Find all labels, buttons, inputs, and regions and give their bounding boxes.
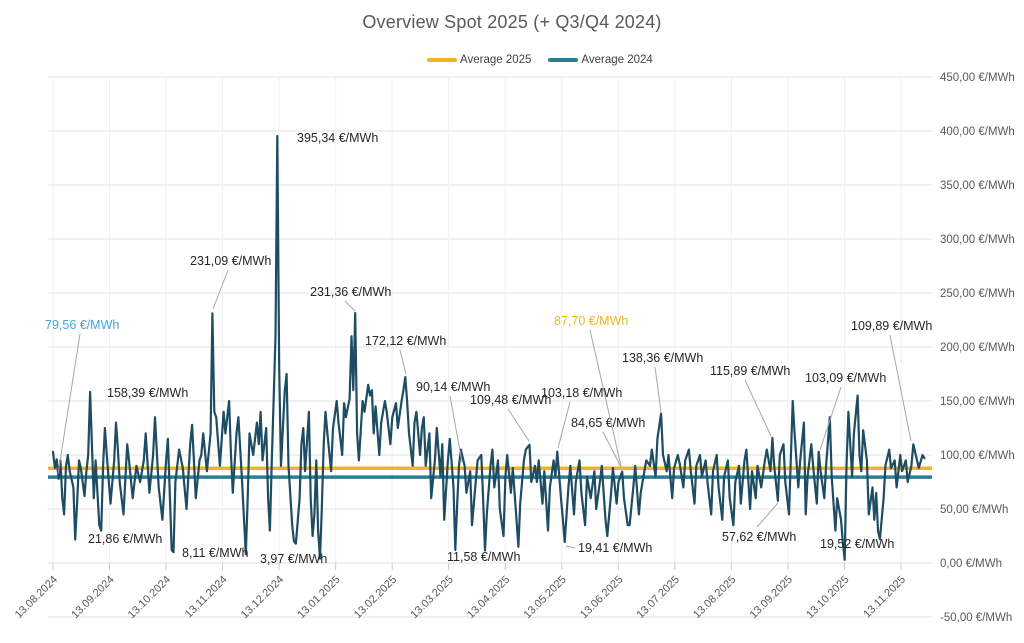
annotation-value-label: 109,89 €/MWh xyxy=(851,319,932,333)
annotation-value-label: 57,62 €/MWh xyxy=(722,530,796,544)
y-axis-label: 250,00 €/MWh xyxy=(940,288,1015,300)
x-axis-label: 13.10.2024 xyxy=(126,574,173,621)
annotation-leader-line xyxy=(654,366,662,413)
annotation-leader-line xyxy=(57,333,81,475)
y-axis-label: 100,00 €/MWh xyxy=(940,450,1015,462)
annotation-leader-line xyxy=(744,379,772,437)
average-2024-line-swatch xyxy=(548,58,579,62)
y-axis-label: 50,00 €/MWh xyxy=(940,504,1008,516)
x-axis-label: 13.11.2024 xyxy=(183,574,230,621)
annotation-value-label: 19,41 €/MWh xyxy=(578,541,652,555)
annotation-leader-line xyxy=(212,269,229,310)
annotation-leader-line xyxy=(344,300,356,312)
annotation-value-label: 109,48 €/MWh xyxy=(470,393,551,407)
annotation-leader-line xyxy=(449,395,463,463)
legend-item-average-2025: Average 2025 xyxy=(427,54,531,66)
y-axis-label: 150,00 €/MWh xyxy=(940,396,1015,408)
legend-label-average-2024: Average 2024 xyxy=(581,54,653,66)
annotation-leader-line xyxy=(819,386,842,451)
annotation-value-label: 395,34 €/MWh xyxy=(297,131,378,145)
x-axis-label: 13.10.2025 xyxy=(804,574,851,621)
average-2025-line-swatch xyxy=(427,58,457,62)
annotation-value-label: 3,97 €/MWh xyxy=(260,552,327,566)
chart-legend: Average 2025 Average 2024 xyxy=(427,54,653,66)
annotation-leader-line xyxy=(565,545,576,549)
annotation-value-label: 90,14 €/MWh xyxy=(416,380,490,394)
annotation-value-label: 79,56 €/MWh xyxy=(45,318,119,332)
x-axis-label: 13.06.2025 xyxy=(578,574,625,621)
y-axis-label: 200,00 €/MWh xyxy=(940,342,1015,354)
x-axis-label: 13.01.2025 xyxy=(295,574,342,621)
annotation-value-label: 103,09 €/MWh xyxy=(805,371,886,385)
x-axis-label: 13.12.2024 xyxy=(239,574,286,621)
annotation-value-label: 231,09 €/MWh xyxy=(190,254,271,268)
x-axis-label: 13.07.2025 xyxy=(635,574,682,621)
annotation-value-label: 172,12 €/MWh xyxy=(365,334,446,348)
x-axis-label: 13.09.2024 xyxy=(69,574,116,621)
y-axis-label: 350,00 €/MWh xyxy=(940,180,1015,192)
legend-label-average-2025: Average 2025 xyxy=(460,54,532,66)
annotation-leader-line xyxy=(589,329,622,467)
annotation-leader-line xyxy=(557,401,571,449)
annotation-value-label: 84,65 €/MWh xyxy=(571,416,645,430)
x-axis-label: 13.08.2024 xyxy=(13,574,60,621)
annotation-value-label: 21,86 €/MWh xyxy=(88,532,162,546)
annotation-value-label: 115,89 €/MWh xyxy=(710,364,790,378)
annotation-leader-line xyxy=(756,502,779,528)
x-axis-label: 13.09.2025 xyxy=(748,574,795,621)
annotation-leader-line xyxy=(399,349,407,375)
legend-item-average-2024: Average 2024 xyxy=(548,54,653,66)
spot-price-series xyxy=(51,134,926,561)
annotation-value-label: 158,39 €/MWh xyxy=(107,386,188,400)
annotation-value-label: 11,58 €/MWh xyxy=(447,550,520,564)
chart-title: Overview Spot 2025 (+ Q3/Q4 2024) xyxy=(362,12,662,32)
y-axis-label: 450,00 €/MWh xyxy=(940,72,1015,84)
annotation-value-label: 19,52 €/MWh xyxy=(820,537,894,551)
annotation-leader-line xyxy=(889,334,912,442)
x-axis-label: 13.11.2025 xyxy=(861,574,908,621)
annotation-value-label: 87,70 €/MWh xyxy=(554,314,628,328)
x-axis-label: 13.04.2025 xyxy=(465,574,512,621)
annotation-leader-line xyxy=(602,431,622,468)
x-axis-label: 13.03.2025 xyxy=(408,574,455,621)
y-axis-label: 300,00 €/MWh xyxy=(940,234,1015,246)
annotation-value-label: 103,18 €/MWh xyxy=(541,386,622,400)
x-axis-label: 13.05.2025 xyxy=(521,574,568,621)
annotation-value-label: 138,36 €/MWh xyxy=(622,351,703,365)
y-axis-label: 400,00 €/MWh xyxy=(940,126,1015,138)
y-axis-label: 0,00 €/MWh xyxy=(940,558,1002,570)
annotation-value-label: 231,36 €/MWh xyxy=(310,285,391,299)
y-axis-label: -50,00 €/MWh xyxy=(940,612,1012,624)
annotation-leader-line xyxy=(507,408,530,442)
x-axis-label: 13.08.2025 xyxy=(691,574,738,621)
annotation-value-label: 8,11 €/MWh xyxy=(182,546,249,560)
x-axis-label: 13.02.2025 xyxy=(352,574,399,621)
